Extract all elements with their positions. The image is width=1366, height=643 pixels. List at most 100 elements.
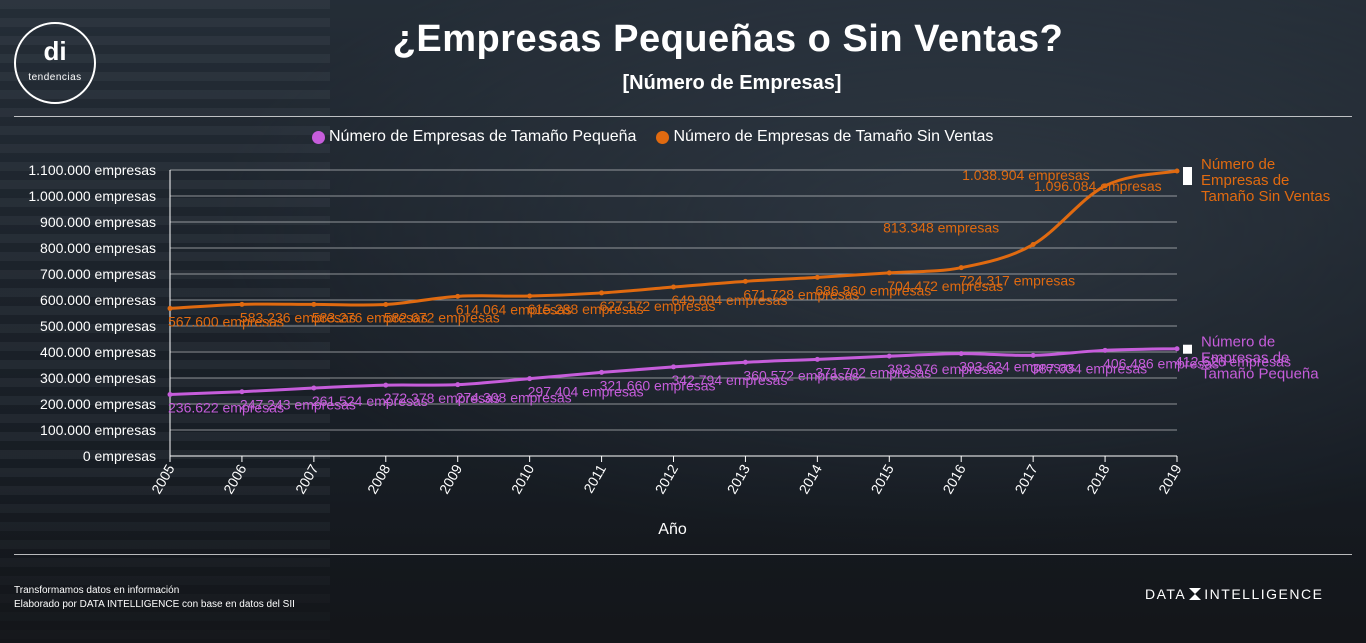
data-label: 1.096.084 empresas [1034,178,1162,194]
y-tick-label: 800.000 empresas [40,240,156,256]
legend-swatch-small [312,130,325,144]
line-chart: 0 empresas 100.000 empresas 200.000 empres… [28,156,1330,538]
top-divider [14,116,1352,117]
data-label: 686.860 empresas [815,282,931,298]
chart-subtitle: [Número de Empresas] [622,72,842,94]
y-tick-label: 500.000 empresas [40,318,156,334]
footer: Transformamos datos en información Elabo… [14,584,295,612]
data-label: 360.572 empresas [743,367,859,383]
data-label: 583.276 empresas [312,309,428,325]
y-tick-label: 400.000 empresas [40,344,156,360]
y-tick-label: 0 empresas [83,448,156,464]
legend-swatch-no-sales [656,130,670,144]
data-point [671,284,676,290]
data-point [1174,346,1180,352]
brand-logo: di tendencias [14,22,96,104]
chart-title: ¿Empresas Pequeñas o Sin Ventas? [392,18,1064,60]
data-point [383,302,389,308]
legend-item-no-sales[interactable]: Número de Empresas de Tamaño Sin Ventas [656,128,993,146]
series-end-label: Tamaño Sin Ventas [1201,188,1330,205]
x-tick-label: 2016 [939,461,969,496]
data-label: 1.038.904 empresas [962,167,1090,183]
x-tick-label: 2011 [580,461,609,495]
data-label: 614.064 empresas [456,301,572,317]
y-tick-label: 1.000.000 empresas [28,188,156,204]
end-label-box [1183,167,1192,186]
legend-item-small[interactable]: Número de Empresas de Tamaño Pequeña [312,128,636,146]
data-point [1102,183,1108,189]
data-label: 321.660 empresas [600,377,716,393]
data-point [383,382,389,388]
y-tick-label: 1.100.000 empresas [28,162,156,178]
y-tick-label: 300.000 empresas [40,370,156,386]
data-label: 371.702 empresas [815,364,931,380]
data-point [1030,242,1036,248]
data-label: 582.672 empresas [384,310,500,326]
footer-line-2: Elaborado por DATA INTELLIGENCE con base… [14,599,295,610]
bottom-divider [14,554,1352,555]
chart-legend: Número de Empresas de Tamaño Pequeña Núm… [312,128,993,146]
data-point [886,270,892,276]
legend-label-no-sales: Número de Empresas de Tamaño Sin Ventas [673,128,994,145]
data-label: 274.308 empresas [456,390,572,406]
data-label: 387.034 empresas [1031,360,1147,376]
logo-text: tendencias [28,72,82,83]
data-label: 261.524 empresas [312,393,428,409]
data-point [239,389,245,395]
brand-right: INTELLIGENCE [1204,586,1324,602]
x-tick-label: 2012 [652,461,682,496]
background-desk [0,470,1366,643]
data-point [814,356,820,362]
data-label: 393.624 empresas [959,359,1075,375]
data-point [167,391,173,397]
data-point [527,376,533,382]
x-tick-label: 2015 [867,461,897,496]
brand-x-icon [1188,587,1202,601]
data-label: 247.243 empresas [240,397,356,413]
data-label: 615.288 empresas [528,301,644,317]
data-label: 671.728 empresas [743,286,859,302]
y-tick-label: 100.000 empresas [40,422,156,438]
legend-label-small: Número de Empresas de Tamaño Pequeña [329,128,637,145]
x-tick-label: 2019 [1155,461,1185,496]
brand-left: DATA [1145,586,1187,602]
x-tick-label: 2009 [436,461,466,496]
data-label: 383.976 empresas [887,361,1003,377]
y-tick-label: 600.000 empresas [40,292,156,308]
data-intelligence-logo: DATA INTELLIGENCE [1145,586,1323,602]
data-point [455,293,461,299]
x-tick-label: 2013 [724,461,754,496]
data-point [814,274,820,280]
x-tick-label: 2008 [364,461,394,496]
x-tick-label: 2005 [148,461,178,496]
series-end-label: Empresas de [1201,172,1289,189]
data-point [167,305,173,311]
data-point [671,364,676,370]
series-end-label: Número de [1201,156,1275,173]
series-end-label: Empresas de [1201,350,1289,367]
data-point [742,359,748,365]
footer-line-1: Transformamos datos en información [14,585,180,596]
x-tick-label: 2017 [1011,461,1041,496]
data-label: 236.622 empresas [168,399,284,415]
data-point [886,353,892,359]
data-point [742,278,748,284]
data-point [958,265,964,271]
data-point [527,293,533,299]
data-label: 412.626 empresas [1175,354,1291,370]
data-point [311,301,317,307]
data-label: 567.600 empresas [168,313,284,329]
series-end-label: Tamaño Pequeña [1201,366,1319,383]
data-label: 342.794 empresas [672,372,788,388]
data-label: 649.884 empresas [672,292,788,308]
data-label: 724.317 empresas [959,273,1075,289]
data-label: 627.172 empresas [600,298,716,314]
data-point [599,369,605,375]
data-point [1174,168,1180,174]
data-label: 297.404 empresas [528,384,644,400]
x-tick-label: 2014 [796,461,826,496]
data-label: 813.348 empresas [883,220,999,236]
y-tick-label: 200.000 empresas [40,396,156,412]
data-point [599,290,605,296]
series-end-label: Número de [1201,334,1275,351]
